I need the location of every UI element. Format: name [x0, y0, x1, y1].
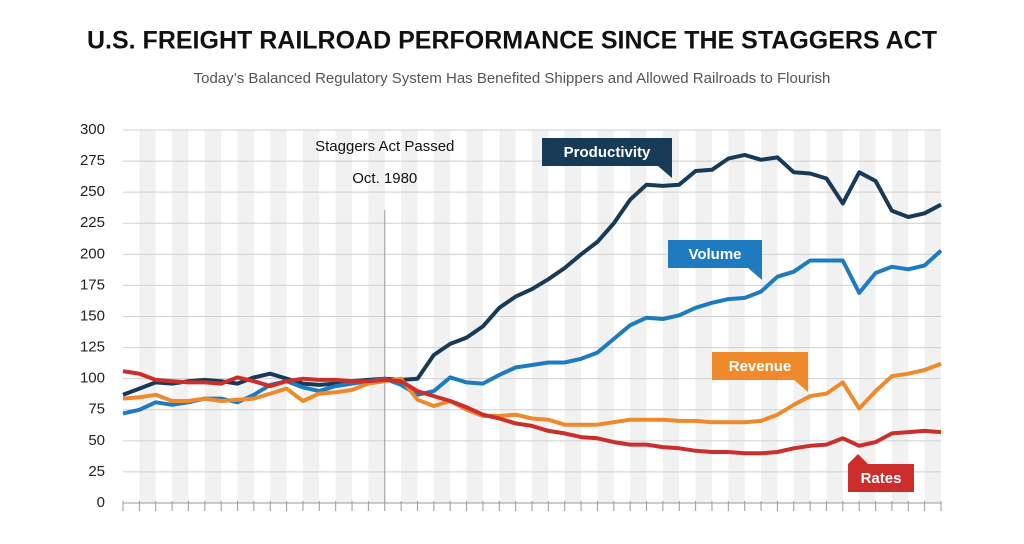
y-tick-label: 0	[97, 494, 105, 511]
series-line	[122, 249, 943, 416]
legend-label: Rates	[861, 470, 902, 487]
series-line	[122, 361, 942, 427]
y-tick-label: 75	[88, 401, 105, 418]
y-tick-label: 50	[88, 432, 105, 449]
y-tick-label: 225	[80, 214, 105, 231]
y-tick-label: 175	[80, 276, 105, 293]
series-label-box	[712, 352, 808, 392]
legend-label: Volume	[688, 246, 741, 263]
y-tick-label: 275	[80, 152, 105, 169]
series-label-box	[668, 240, 762, 280]
y-tick-label: 125	[80, 339, 105, 356]
y-tick-label: 100	[80, 370, 105, 387]
y-tick-label: 250	[80, 183, 105, 200]
legend-label: Revenue	[729, 358, 792, 375]
y-tick-label: 300	[80, 121, 105, 138]
y-tick-label: 150	[80, 307, 105, 324]
series-line	[122, 369, 942, 456]
series-label-box	[542, 138, 672, 178]
y-tick-label: 200	[80, 245, 105, 262]
series-line	[122, 152, 942, 397]
reference-label: Oct. 1980	[352, 170, 417, 187]
chart-subtitle: Today’s Balanced Regulatory System Has B…	[194, 70, 831, 87]
reference-label: Staggers Act Passed	[315, 138, 454, 155]
legend-label: Productivity	[564, 144, 651, 161]
chart-title: U.S. FREIGHT RAILROAD PERFORMANCE SINCE …	[87, 27, 937, 55]
series-label-box	[848, 454, 914, 492]
y-tick-label: 25	[88, 463, 105, 480]
